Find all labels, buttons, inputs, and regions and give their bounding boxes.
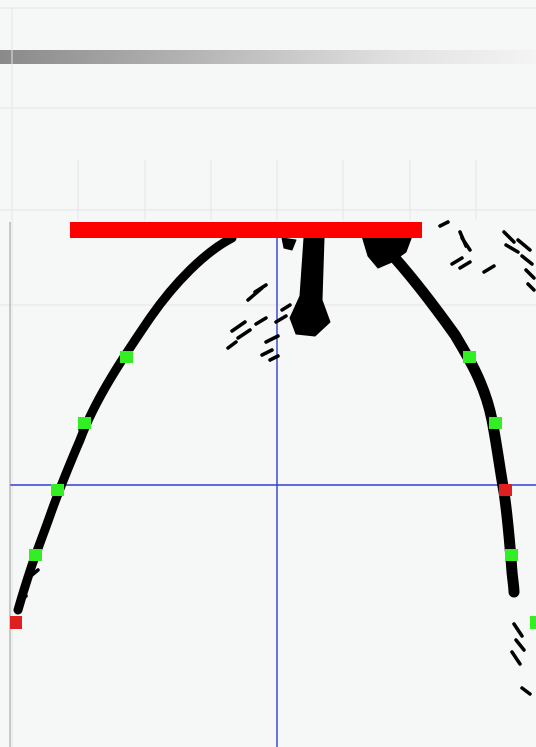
marker-left-1[interactable]: [120, 351, 133, 363]
detected-points[interactable]: [10, 351, 536, 629]
edge-pixels: [13, 220, 536, 696]
marker-left-4[interactable]: [29, 549, 42, 561]
marker-right-5[interactable]: [530, 616, 536, 629]
center-stem: [289, 237, 331, 337]
crosshair: [10, 222, 536, 747]
marker-right-4[interactable]: [505, 549, 518, 561]
marker-right-2[interactable]: [489, 417, 502, 429]
red-reference-plate: [70, 222, 422, 238]
marker-right-1[interactable]: [463, 351, 476, 363]
background-grid: [0, 7, 536, 747]
left-edge-curve: [13, 233, 237, 615]
marker-right-3[interactable]: [499, 484, 512, 496]
speckle-cluster: [20, 220, 536, 696]
marker-left-3[interactable]: [51, 484, 64, 496]
header-gradient-bar: [0, 50, 536, 64]
marker-left-2[interactable]: [78, 417, 91, 429]
top-left-blob: [281, 237, 297, 251]
right-edge-curve: [376, 238, 520, 598]
marker-left-5[interactable]: [10, 616, 22, 629]
